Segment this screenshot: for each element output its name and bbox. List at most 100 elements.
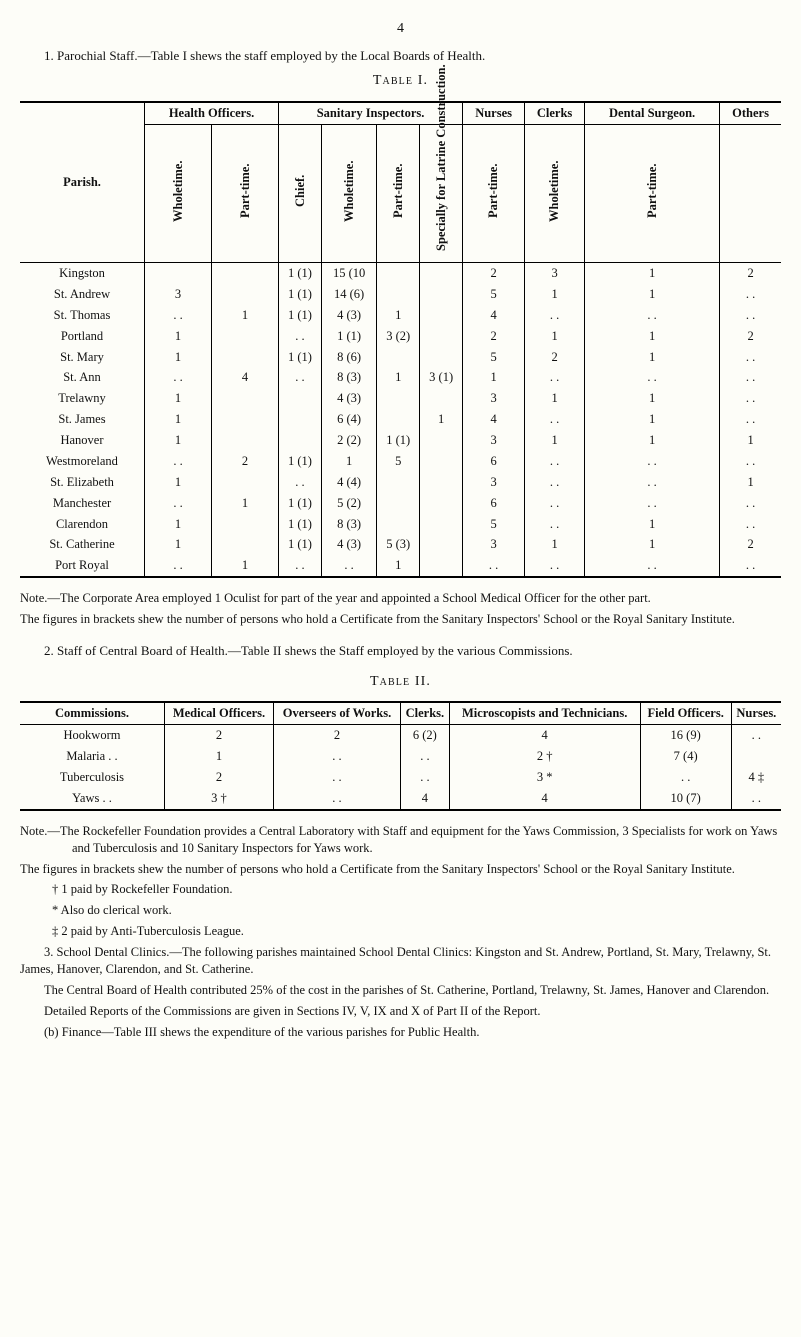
cell: 1 (1) [279, 347, 322, 368]
cell [420, 305, 463, 326]
cell: 1 [463, 367, 525, 388]
t2-note-4: * Also do clerical work. [52, 903, 172, 917]
cell [212, 430, 279, 451]
cell: 2 [525, 347, 585, 368]
cell: 1 [145, 409, 212, 430]
cell: 5 [463, 284, 525, 305]
cell: 1 [525, 388, 585, 409]
cell: St. Ann [20, 367, 145, 388]
cell: 1 [585, 388, 720, 409]
cell [420, 326, 463, 347]
cell: 1 [420, 409, 463, 430]
table-row: Hookworm226 (2)416 (9). . [20, 725, 781, 746]
cell: 2 [720, 534, 781, 555]
cell: 1 [585, 284, 720, 305]
cell: 1 [145, 347, 212, 368]
cell [212, 472, 279, 493]
cell: . . [585, 555, 720, 577]
cell: 4 (4) [321, 472, 376, 493]
cell: 1 [585, 534, 720, 555]
cell: 3 [463, 534, 525, 555]
cell: 1 [145, 430, 212, 451]
cell: 1 [165, 746, 274, 767]
table-row: Malaria . .1. .. .2 †7 (4) [20, 746, 781, 767]
cell [279, 409, 322, 430]
cell: St. Thomas [20, 305, 145, 326]
cell: 4 [449, 788, 640, 810]
cell: . . [145, 451, 212, 472]
cell: 1 [585, 326, 720, 347]
cell [420, 534, 463, 555]
cell: 4 (3) [321, 305, 376, 326]
cell [212, 534, 279, 555]
cell: 1 [145, 388, 212, 409]
cell: . . [145, 493, 212, 514]
cell: . . [273, 788, 400, 810]
cell: . . [525, 305, 585, 326]
table-row: Yaws . .3 †. .4410 (7). . [20, 788, 781, 810]
section2-lead: 2. Staff of Central Board of Health.—Tab… [20, 642, 781, 660]
cell: 1 [145, 472, 212, 493]
cell [212, 409, 279, 430]
cell: . . [585, 451, 720, 472]
cell: . . [585, 367, 720, 388]
cell: 2 [273, 725, 400, 746]
cell: 1 [525, 326, 585, 347]
cell: 1 [212, 305, 279, 326]
cell: . . [401, 767, 450, 788]
cell: 1 [585, 514, 720, 535]
cell [377, 263, 420, 284]
cell: . . [585, 493, 720, 514]
table-row: Manchester. .11 (1)5 (2)6. .. .. . [20, 493, 781, 514]
cell [212, 347, 279, 368]
cell: St. James [20, 409, 145, 430]
table-2: Commissions. Medical Officers. Overseers… [20, 701, 781, 810]
t2-note-3: † 1 paid by Rockefeller Foundation. [52, 882, 233, 896]
cell: 1 [212, 493, 279, 514]
table-row: Port Royal. .1. .. .1. .. .. .. . [20, 555, 781, 577]
t2-h4: Microscopists and Technicians. [449, 702, 640, 724]
table-row: St. Thomas. .11 (1)4 (3)14. .. .. . [20, 305, 781, 326]
cell: 7 (4) [640, 746, 731, 767]
cell: 5 [377, 451, 420, 472]
table-row: Westmoreland. .21 (1)156. .. .. . [20, 451, 781, 472]
t2-note-6: 3. School Dental Clinics.—The following … [20, 945, 771, 976]
t1-health-off-header: Health Officers. [145, 102, 279, 124]
t2-h2: Overseers of Works. [273, 702, 400, 724]
t1-sub-spec: Specially for Latrine Construction. [433, 127, 450, 255]
cell [420, 430, 463, 451]
cell [145, 263, 212, 284]
t1-dental-header: Dental Surgeon. [585, 102, 720, 124]
cell: 1 [145, 326, 212, 347]
cell [377, 472, 420, 493]
t2-h6: Nurses. [731, 702, 781, 724]
cell: 1 (1) [279, 514, 322, 535]
cell: Clarendon [20, 514, 145, 535]
cell [377, 388, 420, 409]
cell [212, 326, 279, 347]
cell: . . [720, 514, 781, 535]
cell: Hookworm [20, 725, 165, 746]
t1-sub-clerks: Wholetime. [546, 127, 563, 255]
cell: 1 [525, 284, 585, 305]
table-row: St. Catherine11 (1)4 (3)5 (3)3112 [20, 534, 781, 555]
cell: 4 [463, 409, 525, 430]
cell: . . [720, 367, 781, 388]
cell: Manchester [20, 493, 145, 514]
cell: . . [145, 305, 212, 326]
section1-lead: 1. Parochial Staff.—Table I shews the st… [20, 47, 781, 65]
cell: 1 [585, 263, 720, 284]
cell: . . [463, 555, 525, 577]
cell: 8 (3) [321, 367, 376, 388]
cell: 3 [463, 388, 525, 409]
cell: 3 [525, 263, 585, 284]
cell: . . [273, 746, 400, 767]
cell [377, 514, 420, 535]
table-row: Tuberculosis2. .. .3 *. .4 ‡ [20, 767, 781, 788]
cell: 4 [449, 725, 640, 746]
cell: Kingston [20, 263, 145, 284]
t2-h0: Commissions. [20, 702, 165, 724]
cell [377, 493, 420, 514]
cell: 1 (1) [279, 305, 322, 326]
t2-h5: Field Officers. [640, 702, 731, 724]
